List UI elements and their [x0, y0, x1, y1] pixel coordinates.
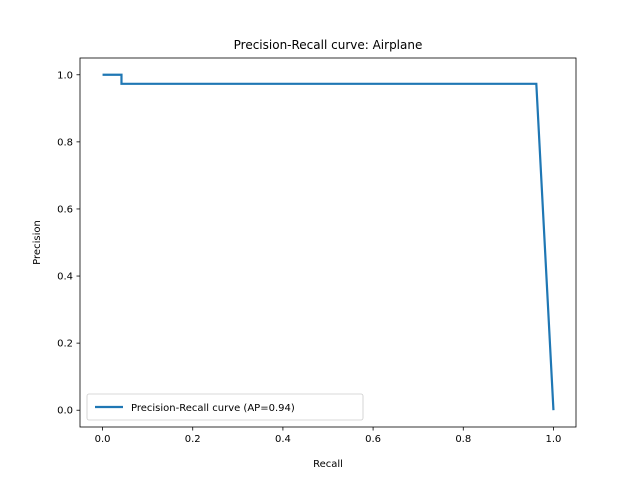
legend: Precision-Recall curve (AP=0.94) [86, 393, 364, 421]
x-tick-label: 1.0 [546, 434, 562, 445]
legend-box [86, 393, 364, 421]
y-axis-title: Precision [32, 220, 43, 265]
plot-frame [79, 57, 577, 428]
x-axis-title: Recall [313, 459, 343, 470]
x-tick-label: 0.4 [275, 434, 291, 445]
legend-label: Precision-Recall curve (AP=0.94) [131, 403, 295, 414]
y-tick-label: 0.4 [57, 272, 73, 283]
y-tick-label: 0.6 [57, 204, 73, 215]
y-tick-label: 0.0 [57, 406, 73, 417]
x-tick-label: 0.0 [95, 434, 111, 445]
series-line-0 [102, 73, 555, 411]
x-tick-label: 0.8 [455, 434, 471, 445]
x-tick-label: 0.2 [185, 434, 201, 445]
chart-title: Precision-Recall curve: Airplane [234, 38, 423, 52]
series-layer [102, 73, 555, 411]
y-tick-label: 0.2 [57, 339, 73, 350]
y-ticks: 0.0 0.2 0.4 0.6 0.8 1.0 [57, 70, 80, 417]
y-tick-label: 0.8 [57, 137, 73, 148]
y-tick-label: 1.0 [57, 70, 73, 81]
x-ticks: 0.0 0.2 0.4 0.6 0.8 1.0 [95, 427, 562, 445]
x-tick-label: 0.6 [365, 434, 381, 445]
